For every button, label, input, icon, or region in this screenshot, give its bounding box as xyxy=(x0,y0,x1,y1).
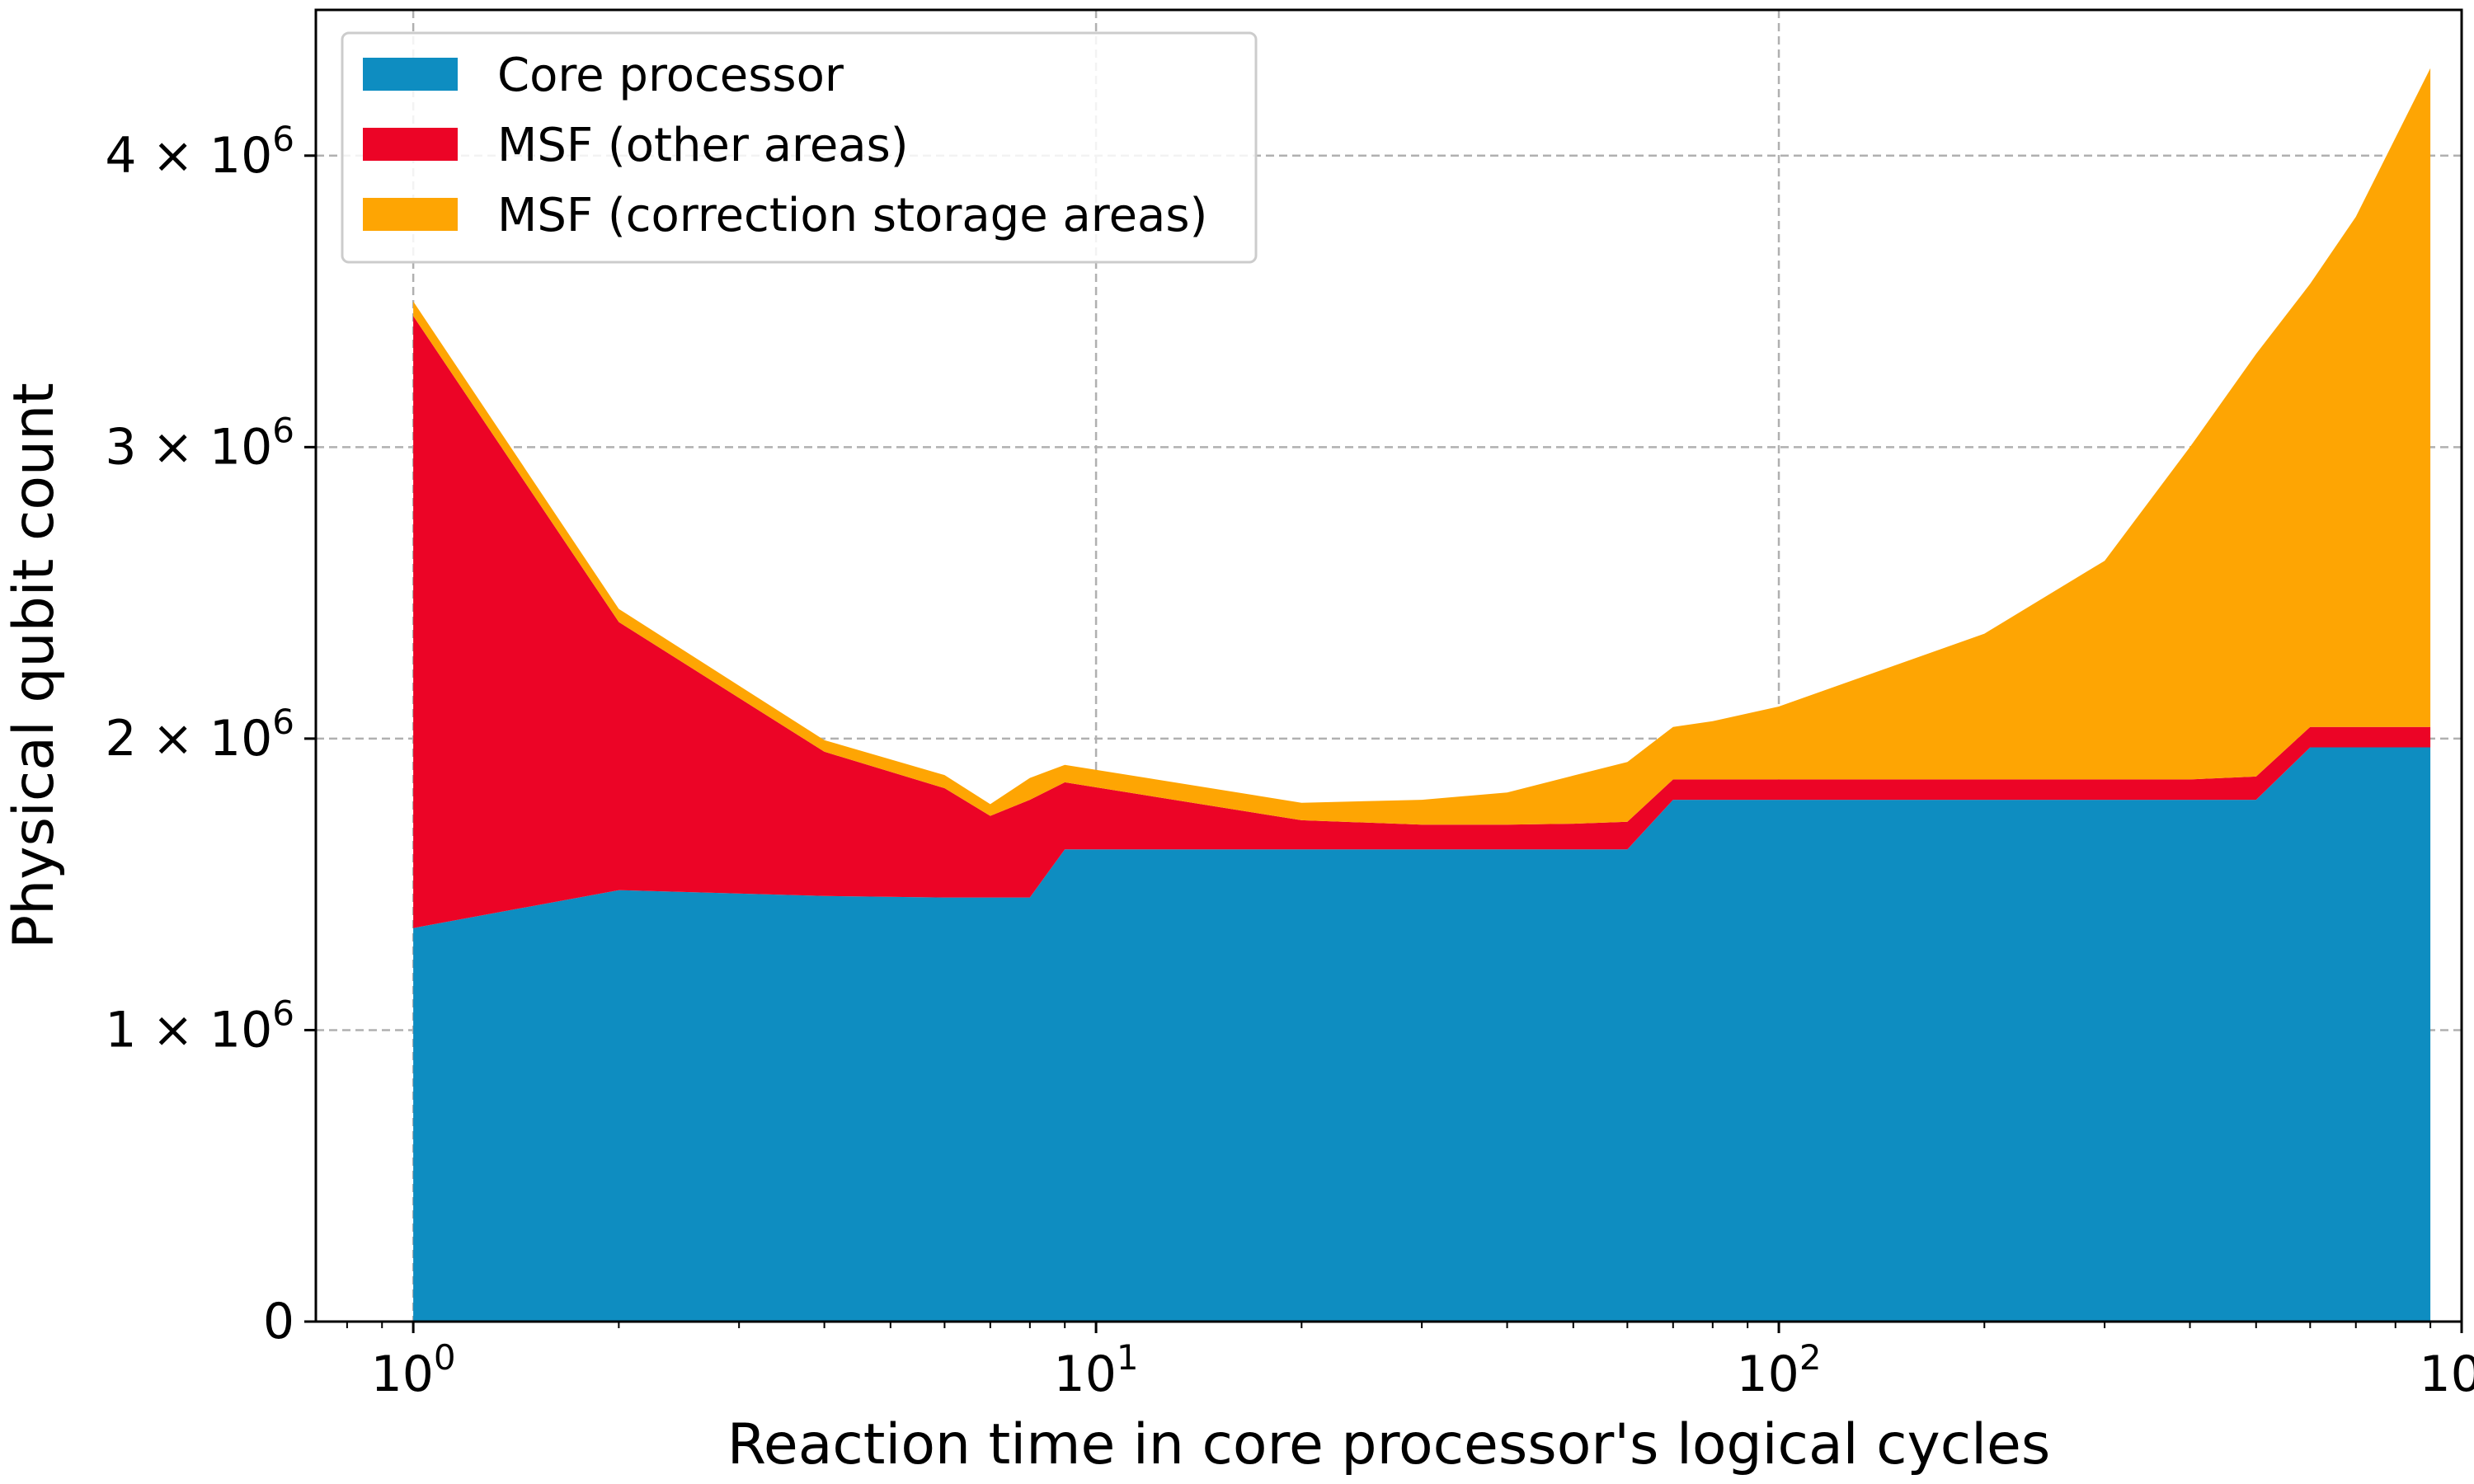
legend-swatch-core-processor xyxy=(363,58,458,91)
area-msf-correction-storage-areas xyxy=(413,68,2431,825)
x-tick-label: 100 xyxy=(371,1337,456,1403)
y-tick-label: 0 xyxy=(263,1293,294,1350)
y-tick-label: 2 × 106 xyxy=(105,702,294,768)
legend-swatch-msf-correction-storage-areas xyxy=(363,198,458,231)
y-tick-label: 1 × 106 xyxy=(105,993,294,1059)
x-tick-label: 101 xyxy=(1054,1337,1139,1403)
x-tick-label: 103 xyxy=(2419,1337,2474,1403)
x-axis-label: Reaction time in core processor's logica… xyxy=(727,1412,2051,1477)
area-msf-other-areas xyxy=(413,316,2431,928)
area-core-processor xyxy=(413,747,2431,1322)
legend-label-msf-correction-storage-areas: MSF (correction storage areas) xyxy=(497,189,1207,242)
y-tick-label: 3 × 106 xyxy=(105,410,294,476)
legend-label-core-processor: Core processor xyxy=(497,49,844,102)
legend-box xyxy=(341,31,1258,264)
x-tick-label: 102 xyxy=(1736,1337,1821,1403)
legend-swatch-msf-other-areas xyxy=(363,128,458,161)
legend-entries: Core processor MSF (other areas) MSF (corr… xyxy=(363,49,1207,242)
plot-frame xyxy=(314,8,2463,1323)
legend-label-msf-other-areas: MSF (other areas) xyxy=(497,119,909,172)
legend: Core processor MSF (other areas) MSF (corr… xyxy=(341,31,1258,264)
y-tick-label: 4 × 106 xyxy=(105,119,294,185)
area-layer xyxy=(413,68,2431,1322)
tick-layer: 100 101 102 103 0 1 × 106 2 × 106 3 × 106 4 × 10… xyxy=(105,119,2474,1403)
y-axis-label: Physical qubit count xyxy=(2,383,67,949)
